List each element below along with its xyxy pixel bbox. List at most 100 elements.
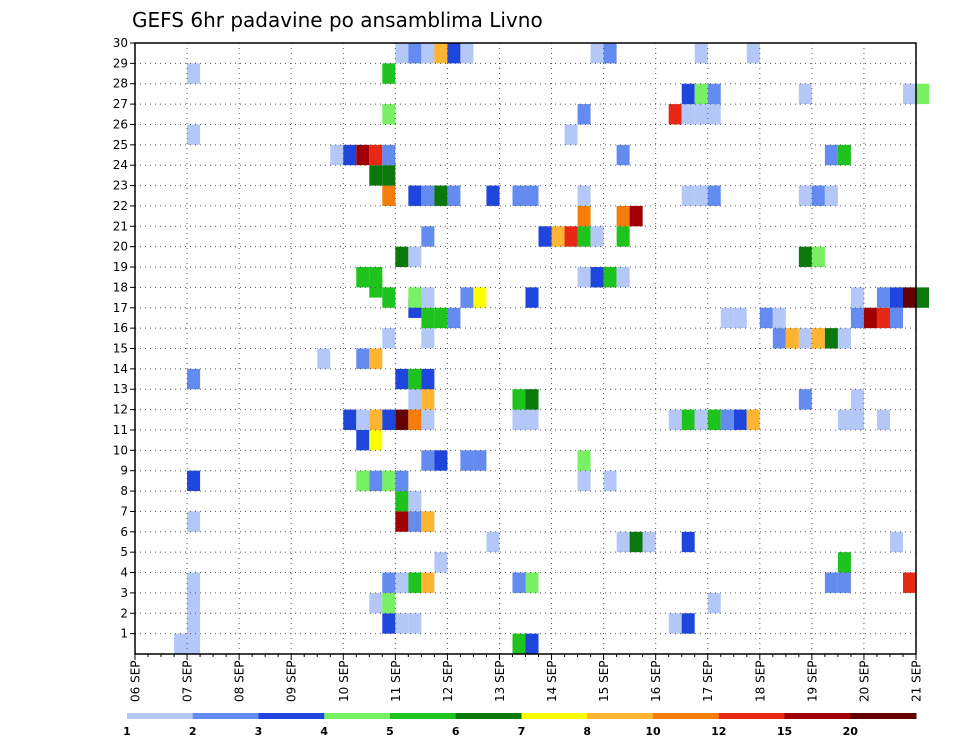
heatmap-cell (681, 185, 695, 206)
heatmap-cell (889, 307, 903, 329)
heatmap-cell (707, 592, 721, 614)
heatmap-cell (356, 267, 370, 288)
colorbar-swatch (784, 713, 851, 719)
heatmap-cell (408, 246, 422, 268)
heatmap-cell (187, 592, 201, 614)
x-tick-label: 15 SEP (597, 660, 611, 702)
y-tick-label: 26 (113, 117, 128, 131)
heatmap-cell (564, 226, 578, 247)
heatmap-cell (187, 511, 201, 532)
y-tick-label: 4 (120, 566, 128, 580)
colorbar-swatch (324, 713, 391, 719)
heatmap-cell (850, 409, 864, 430)
heatmap-cell (694, 409, 708, 430)
x-tick-label: 08 SEP (233, 660, 247, 702)
heatmap-cell (525, 185, 539, 206)
heatmap-cell (642, 531, 656, 553)
x-tick-label: 16 SEP (649, 660, 663, 702)
heatmap-cell (382, 165, 396, 186)
heatmap-cell (187, 368, 201, 390)
heatmap-cell (187, 633, 201, 654)
heatmap-cell (421, 185, 435, 206)
heatmap-cell (746, 409, 760, 430)
y-tick-label: 9 (120, 464, 128, 478)
heatmap-cell (616, 144, 630, 166)
y-tick-label: 18 (113, 280, 128, 294)
heatmap-cell (369, 144, 383, 166)
heatmap-cell (460, 450, 474, 471)
heatmap-cell (577, 470, 591, 492)
heatmap-cell (395, 511, 409, 532)
y-tick-label: 29 (113, 56, 128, 70)
heatmap-cell (629, 205, 643, 227)
heatmap-cell (187, 572, 201, 593)
heatmap-cell (382, 592, 396, 614)
colorbar-swatch (718, 713, 785, 719)
y-tick-label: 8 (120, 484, 128, 498)
heatmap-cell (824, 144, 838, 166)
heatmap-cell (564, 124, 578, 145)
heatmap-cell (616, 205, 630, 227)
heatmap-cell (746, 43, 760, 64)
heatmap-cell (369, 409, 383, 430)
heatmap-cell (486, 531, 500, 553)
heatmap-cell (447, 307, 461, 329)
colorbar-swatch (192, 713, 259, 719)
heatmap-cell (603, 267, 617, 288)
heatmap-cell (551, 226, 565, 247)
heatmap-cell (811, 328, 825, 349)
heatmap-cell (395, 409, 409, 430)
gridlines (135, 43, 916, 654)
y-tick-label: 17 (113, 301, 128, 315)
y-tick-label: 30 (113, 36, 128, 50)
y-axis: 1234567891011121314151617181920212223242… (113, 36, 135, 641)
heatmap-cell (356, 144, 370, 166)
x-tick-label: 11 SEP (389, 660, 403, 702)
heatmap-cell (902, 287, 916, 308)
heatmap-cell (798, 389, 812, 410)
heatmap-cell (473, 287, 487, 308)
heatmap-cell (525, 409, 539, 430)
heatmap-cell (382, 572, 396, 593)
colorbar-legend: 1 2 3 4 5 6 7 8 10 12 15 20 (123, 713, 917, 738)
heatmap-cell (447, 185, 461, 206)
heatmap-cell (916, 83, 930, 105)
heatmap-cell (434, 185, 448, 206)
heatmap-cell (369, 470, 383, 492)
heatmap-cell (343, 144, 357, 166)
heatmap-cell (629, 531, 643, 553)
heatmap-cell (616, 226, 630, 247)
heatmap-cell (408, 572, 422, 593)
x-tick-label: 21 SEP (910, 660, 924, 702)
heatmap-cell (538, 226, 552, 247)
y-tick-label: 27 (113, 97, 128, 111)
y-tick-label: 28 (113, 77, 128, 91)
heatmap-cell (421, 368, 435, 390)
heatmap-cell (876, 307, 890, 329)
heatmap-cell (421, 572, 435, 593)
colorbar-label: 15 (777, 725, 792, 738)
heatmap-cell (408, 613, 422, 634)
heatmap-cell (577, 104, 591, 125)
heatmap-cell (421, 389, 435, 410)
y-tick-label: 11 (113, 423, 128, 437)
colorbar-swatch (455, 713, 522, 719)
heatmap-cell (681, 409, 695, 430)
heatmap-cell (811, 185, 825, 206)
heatmap-cell (356, 348, 370, 369)
heatmap-cell (668, 104, 682, 125)
heatmap-cell (434, 307, 448, 329)
colorbar-label: 7 (518, 725, 526, 738)
heatmap-cell (772, 328, 786, 349)
heatmap-cell (707, 409, 721, 430)
heatmap-cell (707, 185, 721, 206)
heatmap-cell (382, 63, 396, 84)
heatmap-cell (187, 124, 201, 145)
heatmap-cell (382, 613, 396, 634)
x-tick-label: 12 SEP (441, 660, 455, 702)
heatmap-cell (681, 613, 695, 634)
chart-title: GEFS 6hr padavine po ansamblima Livno (132, 8, 543, 32)
heatmap-cell (382, 409, 396, 430)
y-tick-label: 10 (113, 443, 128, 457)
